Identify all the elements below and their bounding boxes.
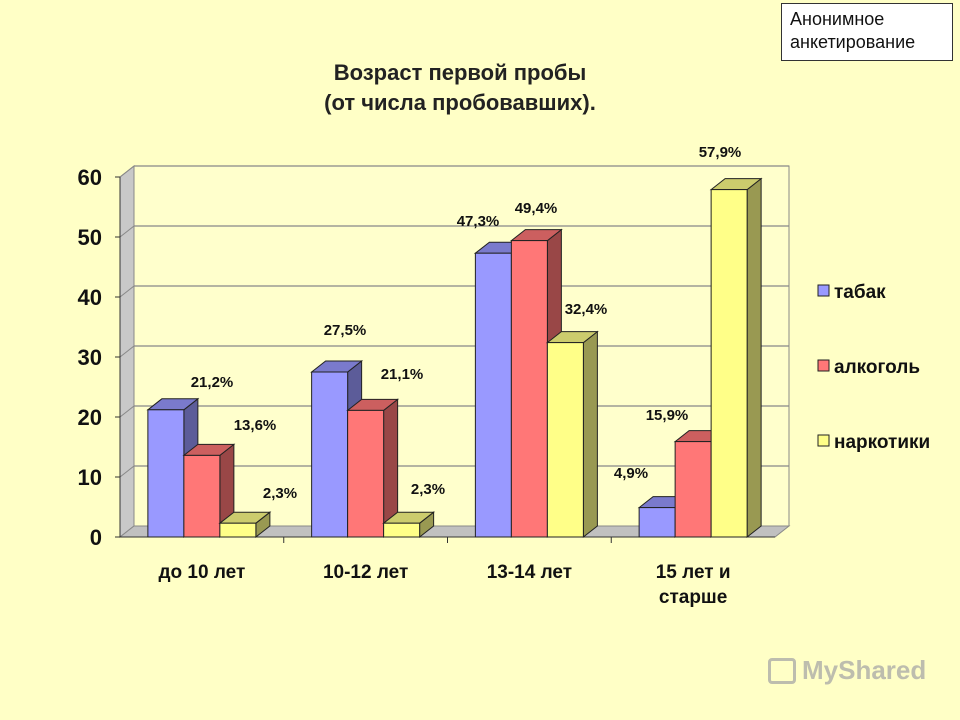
survey-tag-line1: Анонимное: [790, 9, 885, 29]
gridline-side: [119, 465, 135, 478]
bar: [147, 409, 185, 538]
y-tick-label: 20: [78, 405, 102, 430]
gridline-side: [119, 345, 135, 358]
watermark-text: MyShared: [802, 655, 927, 685]
legend-swatch: [817, 284, 830, 297]
bar: [474, 252, 512, 538]
bar: [674, 441, 712, 538]
survey-tag-line2: анкетирование: [790, 32, 916, 52]
data-label: 13,6%: [234, 417, 277, 434]
data-label: 2,3%: [263, 485, 297, 502]
survey-tag: Анонимное анкетирование: [781, 3, 953, 61]
bar: [510, 240, 548, 538]
chart-title-line2: (от числа пробовавших).: [324, 90, 596, 115]
y-tick-label: 10: [78, 465, 102, 490]
gridline-side: [119, 285, 135, 298]
gridline-side: [119, 405, 135, 418]
bar: [710, 189, 748, 538]
data-label: 15,9%: [646, 407, 689, 424]
y-tick-label: 60: [78, 165, 102, 190]
legend-label: табак: [834, 282, 886, 303]
bar: [183, 454, 221, 538]
y-tick-label: 30: [78, 345, 102, 370]
bar: [638, 507, 676, 538]
data-label: 2,3%: [411, 481, 445, 498]
x-tick-label: 10-12 лет: [323, 562, 408, 583]
x-tick-label: 15 лет и: [656, 562, 731, 583]
legend-swatch: [817, 434, 830, 447]
bar: [383, 522, 421, 538]
bar-side: [582, 330, 598, 539]
legend-label: наркотики: [834, 432, 930, 453]
data-label: 21,2%: [191, 374, 234, 391]
data-label: 4,9%: [614, 465, 648, 482]
chart-title-line1: Возраст первой пробы: [333, 60, 587, 85]
bar: [347, 409, 385, 538]
data-label: 57,9%: [699, 144, 742, 161]
gridline-side: [119, 225, 135, 238]
bar: [546, 342, 584, 538]
legend-label: алкоголь: [834, 357, 920, 378]
y-tick-label: 40: [78, 285, 102, 310]
watermark: MyShared: [768, 655, 926, 686]
data-label: 32,4%: [565, 301, 608, 318]
x-tick-label: старше: [659, 587, 727, 608]
chart-title: Возраст первой пробы (от числа пробовавш…: [230, 58, 690, 118]
watermark-logo-icon: [768, 657, 796, 684]
gridline-side: [119, 165, 135, 178]
y-tick-label: 50: [78, 225, 102, 250]
y-tick-label: 0: [90, 525, 102, 550]
legend-swatch: [817, 359, 830, 372]
data-label: 49,4%: [515, 200, 558, 217]
data-label: 27,5%: [324, 322, 367, 339]
data-label: 47,3%: [457, 213, 500, 230]
x-tick-label: до 10 лет: [158, 562, 245, 583]
bar: [219, 522, 257, 538]
x-tick-label: 13-14 лет: [487, 562, 572, 583]
bar-side: [746, 177, 762, 539]
bar: [311, 371, 349, 538]
data-label: 21,1%: [381, 366, 424, 383]
